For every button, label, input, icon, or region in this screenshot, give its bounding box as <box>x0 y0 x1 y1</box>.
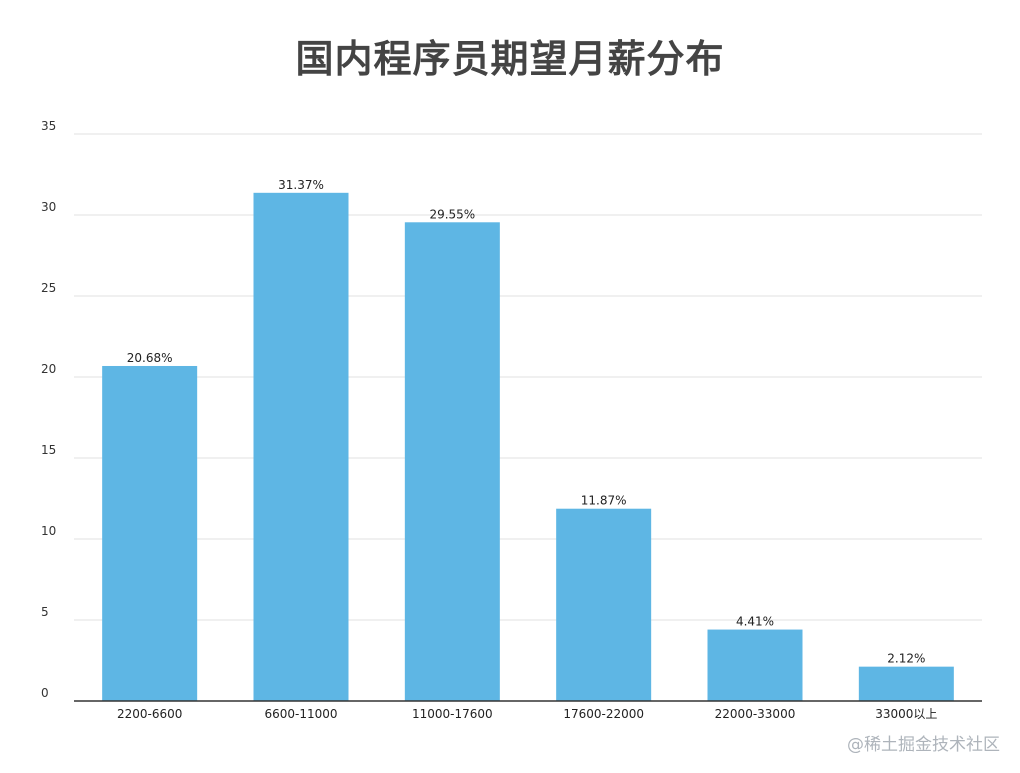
bar <box>102 365 198 701</box>
bars <box>102 192 954 702</box>
category-label: 33000以上 <box>875 707 937 721</box>
bar <box>253 192 349 701</box>
watermark: @稀土掘金技术社区 <box>847 735 1000 755</box>
category-label: 22000-33000 <box>715 707 796 721</box>
y-tick-label: 25 <box>41 281 56 295</box>
y-tick-label: 20 <box>41 362 56 376</box>
data-label: 29.55% <box>429 207 475 221</box>
data-label: 20.68% <box>127 351 173 365</box>
category-label: 11000-17600 <box>412 707 493 721</box>
x-axis-categories: 2200-6600 6600-11000 11000-17600 17600-2200… <box>117 707 937 721</box>
data-label: 11.87% <box>581 494 627 508</box>
category-label: 17600-22000 <box>563 707 644 721</box>
bar <box>556 508 652 701</box>
y-tick-label: 5 <box>41 605 49 619</box>
data-label: 31.37% <box>278 178 324 192</box>
bar <box>404 222 500 702</box>
data-label: 4.41% <box>736 615 774 629</box>
bar <box>858 666 954 701</box>
data-label: 2.12% <box>887 652 925 666</box>
grid-lines <box>74 133 982 621</box>
chart-title: 国内程序员期望月薪分布 <box>295 37 725 81</box>
category-label: 6600-11000 <box>264 707 337 721</box>
y-tick-label: 15 <box>41 443 56 457</box>
bar <box>707 629 803 701</box>
data-labels: 20.68% 31.37% 29.55% 11.87% 4.41% 2.12% <box>127 178 926 666</box>
y-axis-ticks: 0 5 10 15 20 25 30 35 <box>41 119 56 700</box>
y-tick-label: 10 <box>41 524 56 538</box>
y-tick-label: 30 <box>41 200 56 214</box>
y-tick-label: 0 <box>41 686 49 700</box>
y-tick-label: 35 <box>41 119 56 133</box>
category-label: 2200-6600 <box>117 707 182 721</box>
